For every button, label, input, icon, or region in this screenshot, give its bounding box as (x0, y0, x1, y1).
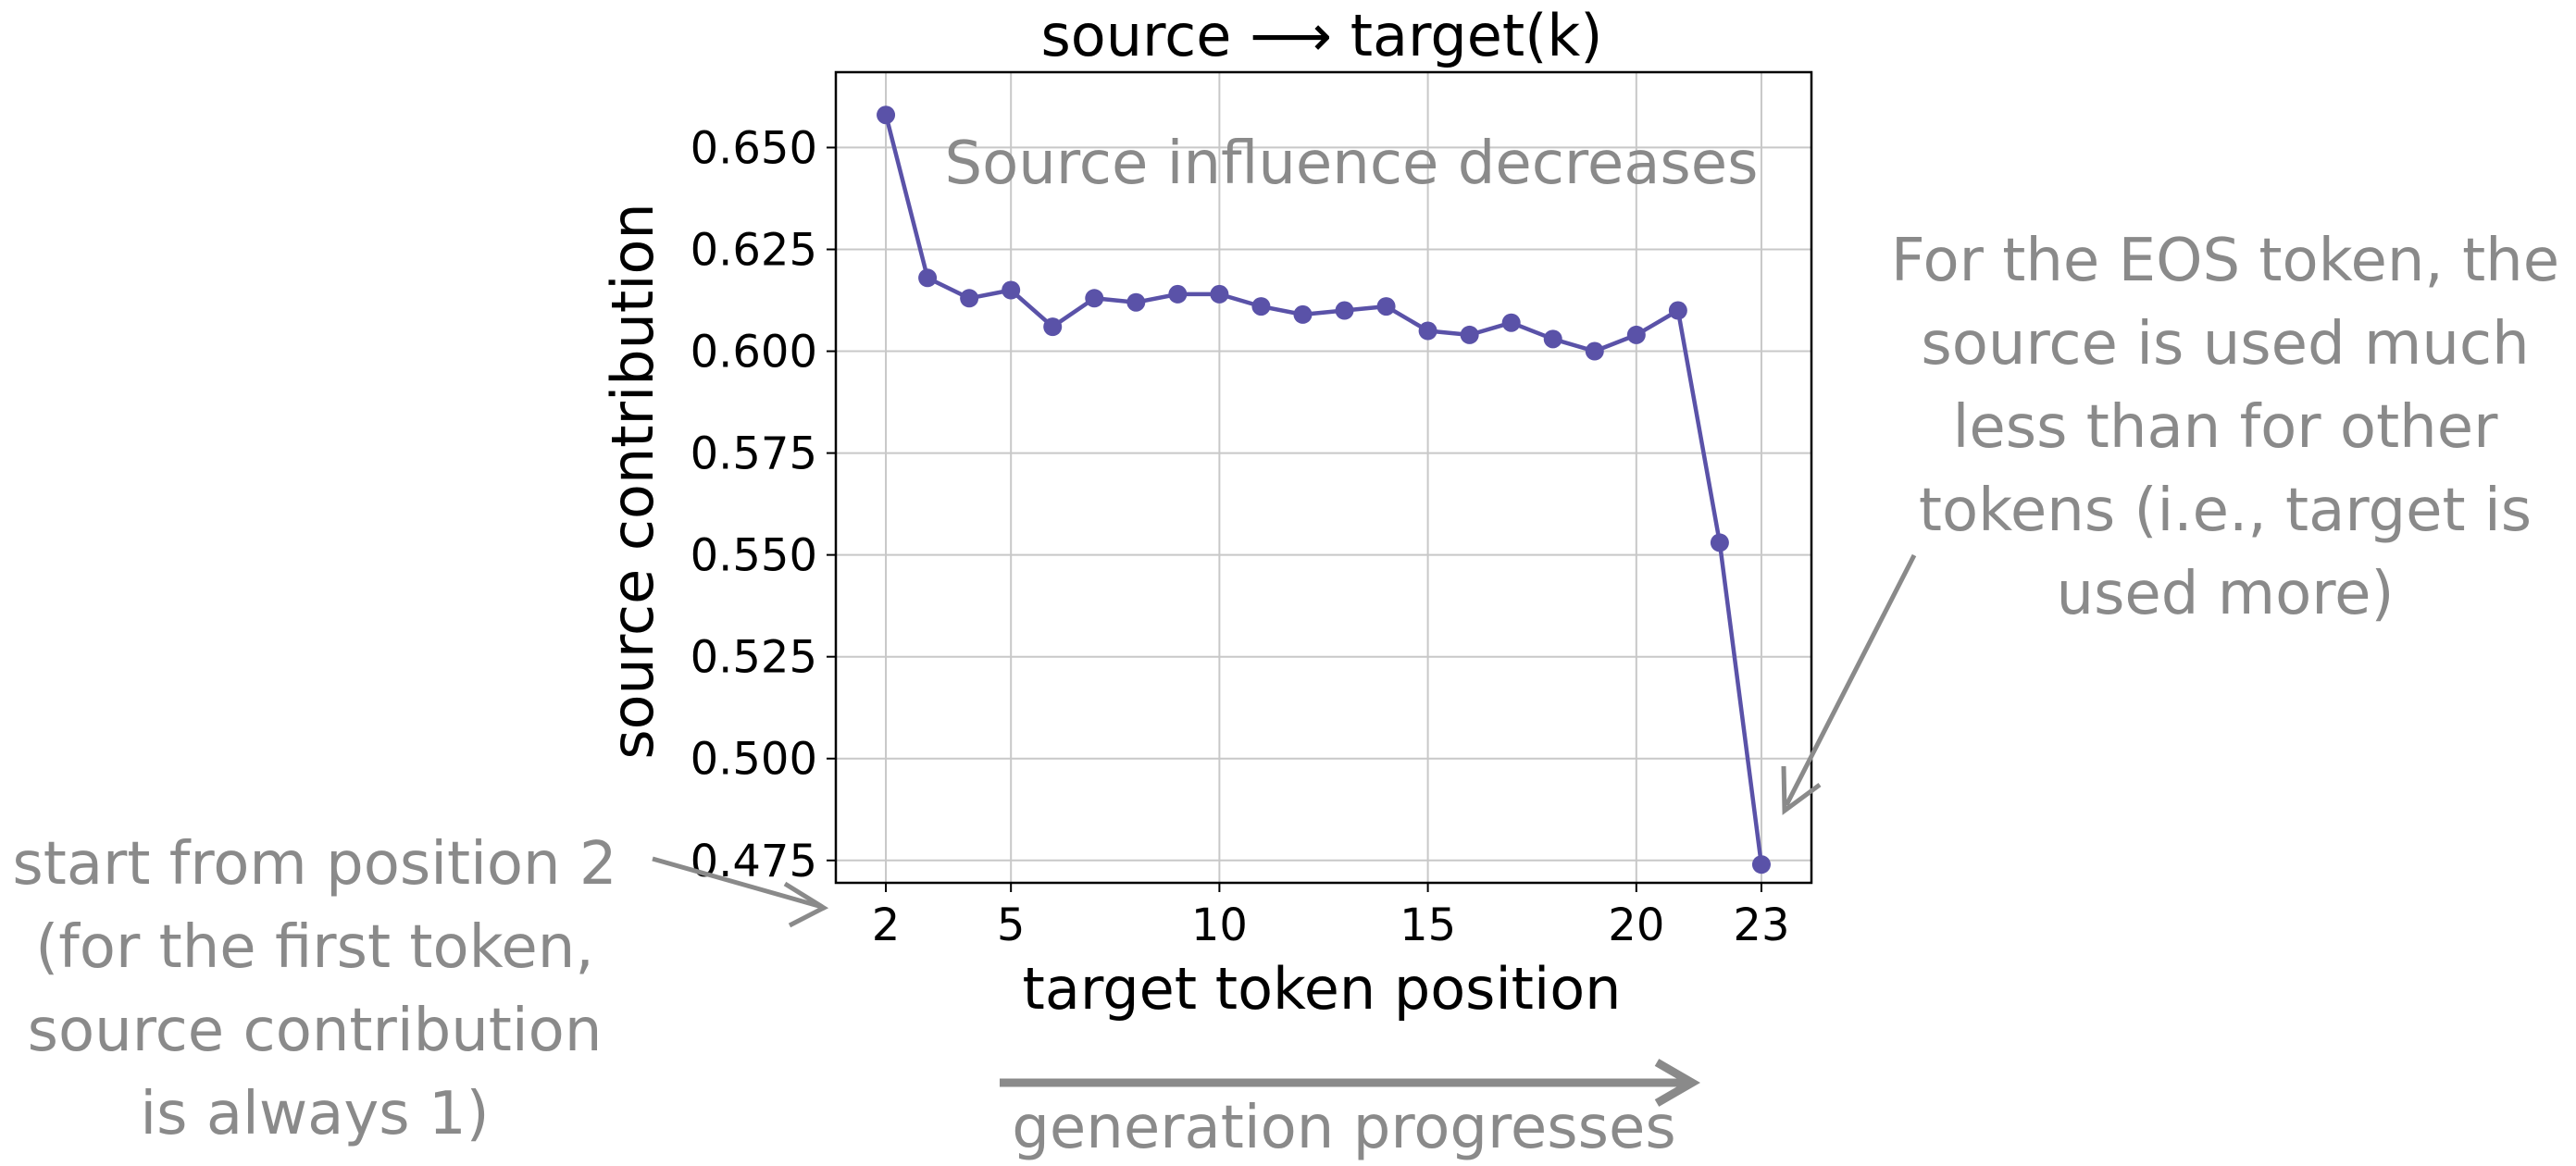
data-point (1751, 855, 1771, 874)
data-point (1418, 321, 1437, 341)
y-tick-label: 0.550 (691, 530, 817, 582)
data-point (1710, 533, 1729, 552)
data-point (1543, 329, 1562, 349)
y-axis-label: source contribution (599, 203, 666, 759)
data-point (1210, 284, 1229, 304)
data-point (1335, 301, 1354, 320)
y-tick-label: 0.625 (691, 224, 817, 276)
eos-annotation-line-4: tokens (i.e., target is (1919, 477, 2532, 545)
start-annotation-line-1: start from position 2 (12, 830, 616, 899)
y-tick-label: 0.650 (691, 122, 817, 174)
x-tick-label: 2 (872, 899, 901, 951)
y-tick-label: 0.500 (691, 734, 817, 786)
data-point (877, 105, 896, 125)
start-annotation-line-4: is always 1) (140, 1080, 489, 1148)
data-point (1251, 297, 1271, 316)
x-axis-label: target token position (1023, 955, 1622, 1023)
x-tick-labels: 2 5 10 15 20 23 (872, 883, 1789, 951)
y-tick-label: 0.475 (691, 836, 817, 887)
plot-frame (834, 70, 1813, 885)
y-tick-label: 0.600 (691, 327, 817, 378)
y-tick-label: 0.525 (691, 632, 817, 684)
generation-progresses-label: generation progresses (1012, 1094, 1675, 1162)
start-annotation-line-3: source contribution (28, 997, 603, 1065)
x-tick-label: 5 (997, 899, 1026, 951)
start-annotation-line-2: (for the first token, (35, 913, 593, 982)
generation-arrow (1000, 1059, 1700, 1107)
data-point (1002, 280, 1021, 300)
eos-arrow (1781, 553, 1917, 815)
chart-title: source ⟶ target(k) (1041, 2, 1603, 69)
eos-annotation-line-5: used more) (2057, 560, 2395, 628)
data-point (1376, 297, 1396, 316)
eos-annotation-line-3: less than for other (1953, 393, 2499, 462)
data-point (960, 289, 979, 308)
grid-lines (836, 72, 1811, 883)
data-point (1085, 289, 1104, 308)
start-arrow (652, 856, 829, 928)
data-point (1585, 341, 1604, 361)
data-point (918, 268, 938, 288)
data-point (1460, 325, 1479, 344)
data-point (1501, 313, 1521, 332)
data-point (1043, 317, 1063, 337)
eos-annotation-line-1: For the EOS token, the (1891, 227, 2559, 295)
annotation-source-influence: Source influence decreases (945, 130, 1759, 198)
x-tick-label: 23 (1733, 899, 1789, 951)
series-line (883, 114, 1764, 865)
start-annotation: start from position 2 (for the first tok… (12, 830, 616, 1148)
y-tick-label: 0.575 (691, 428, 817, 480)
data-point (1626, 325, 1646, 344)
data-point (1668, 301, 1687, 320)
x-tick-label: 20 (1608, 899, 1664, 951)
x-tick-label: 15 (1400, 899, 1456, 951)
eos-annotation: For the EOS token, the source is used mu… (1891, 227, 2559, 628)
data-point (1168, 284, 1188, 304)
series-layer (877, 105, 1771, 874)
data-point (1293, 304, 1313, 324)
data-point (1126, 292, 1146, 312)
eos-annotation-line-2: source is used much (1921, 310, 2529, 378)
x-tick-label: 10 (1191, 899, 1248, 951)
y-tick-labels: 0.650 0.625 0.600 0.575 0.550 0.525 0.500 0.475 (691, 122, 836, 887)
